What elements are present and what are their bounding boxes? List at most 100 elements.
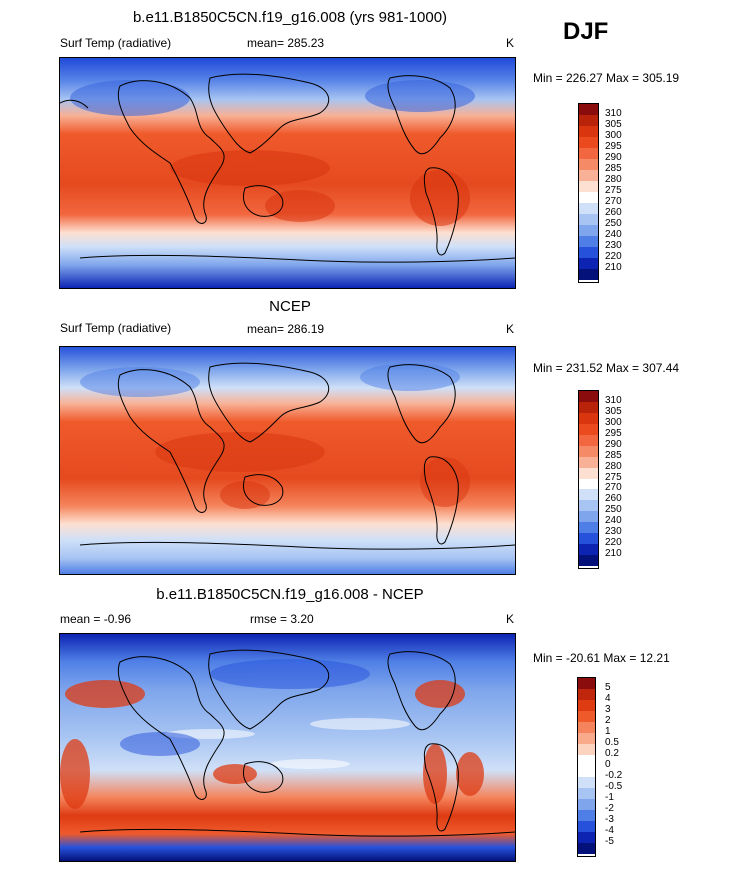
panel3-colorbar-tick-label: 2 <box>605 715 611 726</box>
panel2-colorbar-swatch <box>579 401 598 413</box>
panel3-colorbar-swatch <box>578 832 595 843</box>
panel1-colorbar-swatch <box>579 225 598 236</box>
panel1-colorbar-tick-label: 210 <box>605 262 622 273</box>
panel3-colorbar-tick-label: -0.5 <box>605 781 623 792</box>
panel2-colorbar-swatch <box>579 489 598 501</box>
panel3-colorbar-swatch <box>578 678 595 689</box>
panel3-colorbar-swatch <box>578 733 595 744</box>
panel2-colorbar-tick-label: 220 <box>605 537 622 549</box>
panel3-colorbar-swatches <box>577 677 596 857</box>
panel3-colorbar-tick-label: -2 <box>605 803 614 814</box>
panel2-title: NCEP <box>269 298 311 315</box>
panel1-colorbar-tick-label: 250 <box>605 218 622 229</box>
panel1-colorbar-tick-label: 270 <box>605 196 622 207</box>
panel3-colorbar-swatch <box>578 810 595 821</box>
panel3-colorbar-tick-label: 0 <box>605 759 611 770</box>
panel1-map <box>59 57 516 289</box>
panel2-colorbar-swatch <box>579 412 598 424</box>
panel3-colorbar-swatch <box>578 689 595 700</box>
panel2-colorbar-tick-label: 295 <box>605 427 622 439</box>
panel2-colorbar-swatch <box>579 544 598 556</box>
panel1-map-svg <box>60 58 515 288</box>
panel2-colorbar-swatch <box>579 522 598 534</box>
panel3-rmse-label: rmse = 3.20 <box>250 612 314 626</box>
panel1-mean-label: mean= 285.23 <box>247 36 325 50</box>
panel2-map <box>59 346 516 575</box>
panel2-colorbar-tick-label: 240 <box>605 515 622 527</box>
panel1-colorbar-swatch <box>579 148 598 159</box>
panel3-colorbar-swatch <box>578 700 595 711</box>
panel1-colorbar-swatch <box>579 258 598 269</box>
panel3-colorbar-swatch <box>578 799 595 810</box>
panel3-colorbar-swatch <box>578 711 595 722</box>
panel2-colorbar-tick-label: 275 <box>605 471 622 483</box>
panel2-colorbar-swatch <box>579 478 598 490</box>
panel1-colorbar-swatch <box>579 159 598 170</box>
panel3-title: b.e11.B1850C5CN.f19_g16.008 - NCEP <box>156 586 424 603</box>
panel2-colorbar-swatch <box>579 511 598 523</box>
panel2-colorbar-swatch <box>579 423 598 435</box>
panel2-colorbar-tick-label: 300 <box>605 416 622 428</box>
panel3-colorbar-tick-label: 0.2 <box>605 748 619 759</box>
panel3-colorbar-swatch <box>578 843 595 854</box>
panel2-colorbar-swatch <box>579 434 598 446</box>
panel2-colorbar-labels: 310 305 300 295 290 285 280 275 270 260 250 240 230 2… <box>605 390 645 569</box>
panel3-map <box>59 633 516 862</box>
panel2-colorbar-swatch <box>579 456 598 468</box>
panel3-colorbar-tick-label: -4 <box>605 825 614 836</box>
panel1-minmax-label: Min = 226.27 Max = 305.19 <box>533 71 680 85</box>
panel3-colorbar-tick-label: -0.2 <box>605 770 623 781</box>
panel2-map-svg <box>60 347 515 574</box>
panel2-mean-label: mean= 286.19 <box>247 322 325 336</box>
panel3-colorbar-swatch <box>578 821 595 832</box>
panel2-colorbar-tick-label: 230 <box>605 526 622 538</box>
panel3-map-svg <box>60 634 515 861</box>
panel1-colorbar-tick-label: 280 <box>605 174 622 185</box>
panel1-colorbar-tick-label: 260 <box>605 207 622 218</box>
panel2-colorbar-swatch <box>579 391 598 402</box>
panel1-colorbar-swatch <box>579 214 598 225</box>
panel2-colorbar-swatches <box>578 390 599 569</box>
panel3-colorbar-tick-label: 1 <box>605 726 611 737</box>
panel1-colorbar-swatch <box>579 203 598 214</box>
panel2-colorbar-tick-label: 280 <box>605 460 622 472</box>
panel3-colorbar-labels: 5 4 3 2 1 0.5 0.2 0 -0.2 -0.5 -1 -2 -3 -4 -5 <box>605 677 645 857</box>
panel3-colorbar-swatch <box>578 744 595 755</box>
panel3-colorbar-swatch <box>578 788 595 799</box>
panel2-colorbar-tick-label: 285 <box>605 449 622 461</box>
panel1-colorbar-swatch <box>579 181 598 192</box>
panel2-colorbar-tick-label: 210 <box>605 548 622 560</box>
panel3-colorbar-tick-label: 4 <box>605 693 611 704</box>
panel2-minmax-label: Min = 231.52 Max = 307.44 <box>533 361 680 375</box>
panel2-colorbar-tick-label: 260 <box>605 493 622 505</box>
panel2-colorbar-swatch <box>579 555 598 566</box>
panel1-variable-label: Surf Temp (radiative) <box>60 36 172 50</box>
panel3-colorbar-tick-label: -3 <box>605 814 614 825</box>
panel1-colorbar-swatch <box>579 269 598 280</box>
panel2-colorbar-swatch <box>579 500 598 512</box>
panel1-title: b.e11.B1850C5CN.f19_g16.008 (yrs 981-100… <box>132 9 448 26</box>
panel1-colorbar-swatch <box>579 170 598 181</box>
panel1-colorbar-swatch <box>579 126 598 137</box>
panel1-colorbar-tick-label: 295 <box>605 141 622 152</box>
panel1-colorbar-tick-label: 240 <box>605 229 622 240</box>
panel2-colorbar-tick-label: 250 <box>605 504 622 516</box>
panel3-colorbar-swatch <box>578 777 595 788</box>
panel2-units-label: K <box>506 322 515 336</box>
panel2-colorbar-swatch <box>579 445 598 457</box>
panel2-variable-label: Surf Temp (radiative) <box>60 321 172 335</box>
panel3-colorbar-swatch <box>578 722 595 733</box>
panel1-units-label: K <box>506 36 515 50</box>
panel3-colorbar-swatch <box>578 755 595 766</box>
panel3-colorbar-swatch <box>578 766 595 777</box>
panel2-colorbar-swatch <box>579 467 598 479</box>
panel2-colorbar-tick-label: 290 <box>605 438 622 450</box>
panel1-colorbar-swatch <box>579 247 598 258</box>
panel1-colorbar-tick-label: 220 <box>605 251 622 262</box>
panel1-colorbar-tick-label: 305 <box>605 119 622 130</box>
panel3-minmax-label: Min = -20.61 Max = 12.21 <box>533 651 670 665</box>
panel1-colorbar-swatch <box>579 137 598 148</box>
panel1-colorbar-tick-label: 285 <box>605 163 622 174</box>
panel1-colorbar-swatch <box>579 104 598 115</box>
panel1-colorbar-tick-label: 275 <box>605 185 622 196</box>
